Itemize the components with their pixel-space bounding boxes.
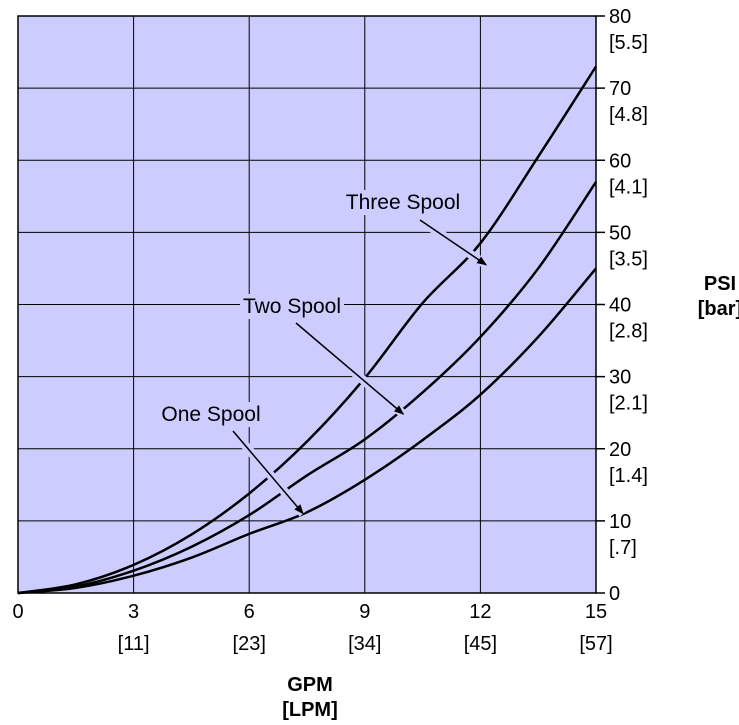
x-axis-title-alt: [LPM] — [282, 699, 338, 721]
y-tick-alt-label: [5.5] — [609, 32, 648, 54]
x-tick-alt-label: [57] — [579, 633, 612, 655]
x-tick-alt-label: [23] — [233, 633, 266, 655]
annotation-bg-two-spool — [239, 294, 345, 319]
y-tick-alt-label: [2.8] — [609, 321, 648, 343]
x-tick-alt-label: [11] — [118, 633, 150, 655]
x-axis-title: GPM — [287, 674, 333, 696]
y-tick-alt-label: [.7] — [609, 537, 637, 559]
annotation-bg-one-spool — [158, 402, 264, 427]
annotation-bg-three-spool — [342, 190, 464, 215]
x-tick-alt-label: [34] — [348, 633, 381, 655]
series-line-three-spool — [17, 65, 598, 595]
x-tick-label: 12 — [469, 601, 491, 623]
y-tick-alt-label: [1.4] — [609, 465, 648, 487]
y-tick-label: 10 — [609, 511, 631, 533]
annotation-three-spool: Three Spool — [346, 191, 460, 214]
x-tick-label: 3 — [128, 601, 139, 623]
y-tick-label: 80 — [609, 6, 631, 28]
x-tick-label: 15 — [585, 601, 607, 623]
y-tick-label: 70 — [609, 78, 631, 100]
series-line-two-spool — [17, 181, 598, 595]
y-tick-label: 50 — [609, 222, 631, 244]
annotation-one-spool: One Spool — [161, 403, 260, 426]
series-layer — [17, 65, 598, 595]
y-tick-alt-label: [3.5] — [609, 248, 648, 270]
x-tick-label: 0 — [12, 601, 23, 623]
y-axis-title: PSI — [704, 273, 736, 295]
annotation-arrow-two-spool — [295, 322, 405, 415]
x-tick-label: 9 — [359, 601, 370, 623]
y-tick-alt-label: [4.8] — [609, 104, 648, 126]
y-tick-label: 60 — [609, 150, 631, 172]
series-line-one-spool — [17, 267, 597, 595]
annotation-arrow-three-spool — [419, 219, 488, 266]
x-tick-label: 6 — [244, 601, 255, 623]
ticks: 0 3 [11] 6 [23] 9 [34] 12 [45] 15 [57] 0 10 [.7] 20 [1.… — [12, 6, 647, 655]
y-axis-title-alt: [bar] — [698, 298, 739, 320]
y-tick-label: 30 — [609, 367, 631, 389]
x-tick-alt-label: [45] — [464, 633, 497, 655]
annotations: Three Spool Two Spool One Spool — [158, 190, 489, 517]
y-tick-label: 0 — [609, 583, 620, 605]
y-tick-label: 40 — [609, 295, 631, 317]
annotation-arrow-one-spool — [232, 430, 304, 515]
y-tick-alt-label: [2.1] — [609, 393, 648, 415]
annotation-two-spool: Two Spool — [243, 295, 341, 318]
y-tick-alt-label: [4.1] — [609, 176, 648, 198]
y-tick-label: 20 — [609, 439, 631, 461]
